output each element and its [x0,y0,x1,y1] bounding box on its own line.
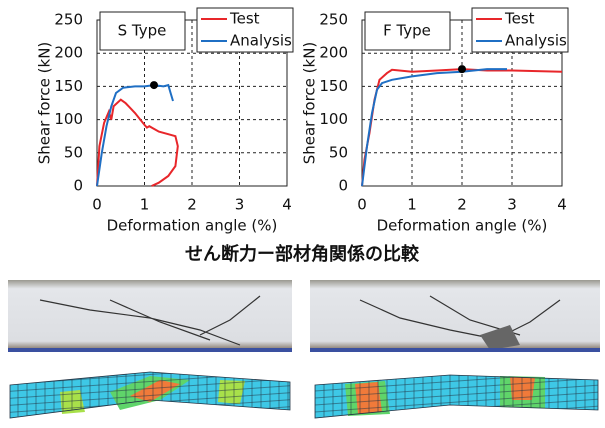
legend-label: Analysis [505,32,567,50]
test-photo-s [8,280,292,352]
figure: せん断力ー部材角関係の比較 01234050100150200250Deform… [0,0,605,428]
data-line [97,85,173,186]
caption: せん断力ー部材角関係の比較 [185,243,420,265]
x-tick-label: 3 [507,196,517,214]
y-tick-label: 250 [319,11,348,29]
y-tick-label: 150 [54,77,83,95]
legend-label: Test [229,10,260,28]
fem-f [315,375,598,418]
y-tick-label: 100 [319,110,348,128]
fem-s [10,372,290,418]
annotation: S Type [118,22,167,40]
y-tick-label: 0 [73,177,83,195]
x-tick-label: 3 [235,196,245,214]
x-tick-label: 0 [92,196,102,214]
x-tick-label: 4 [282,196,292,214]
y-tick-label: 150 [319,77,348,95]
x-axis-label: Deformation angle (%) [107,217,278,235]
y-tick-label: 250 [54,11,83,29]
y-axis-label: Shear force (kN) [301,42,319,165]
x-tick-label: 2 [457,196,467,214]
x-tick-label: 4 [557,196,567,214]
x-tick-label: 2 [187,196,197,214]
x-axis-label: Deformation angle (%) [377,217,548,235]
x-tick-label: 1 [140,196,150,214]
annotation: F Type [383,22,431,40]
y-tick-label: 200 [54,44,83,62]
y-axis-label: Shear force (kN) [36,42,54,165]
test-photo-f [310,280,600,352]
y-tick-label: 50 [64,143,83,161]
y-tick-label: 50 [329,143,348,161]
marker-point [150,81,158,89]
y-tick-label: 100 [54,110,83,128]
y-tick-label: 0 [338,177,348,195]
y-tick-label: 200 [319,44,348,62]
x-tick-label: 1 [407,196,417,214]
x-tick-label: 0 [357,196,367,214]
marker-point [458,65,466,73]
legend-label: Test [504,10,535,28]
legend-label: Analysis [230,32,292,50]
